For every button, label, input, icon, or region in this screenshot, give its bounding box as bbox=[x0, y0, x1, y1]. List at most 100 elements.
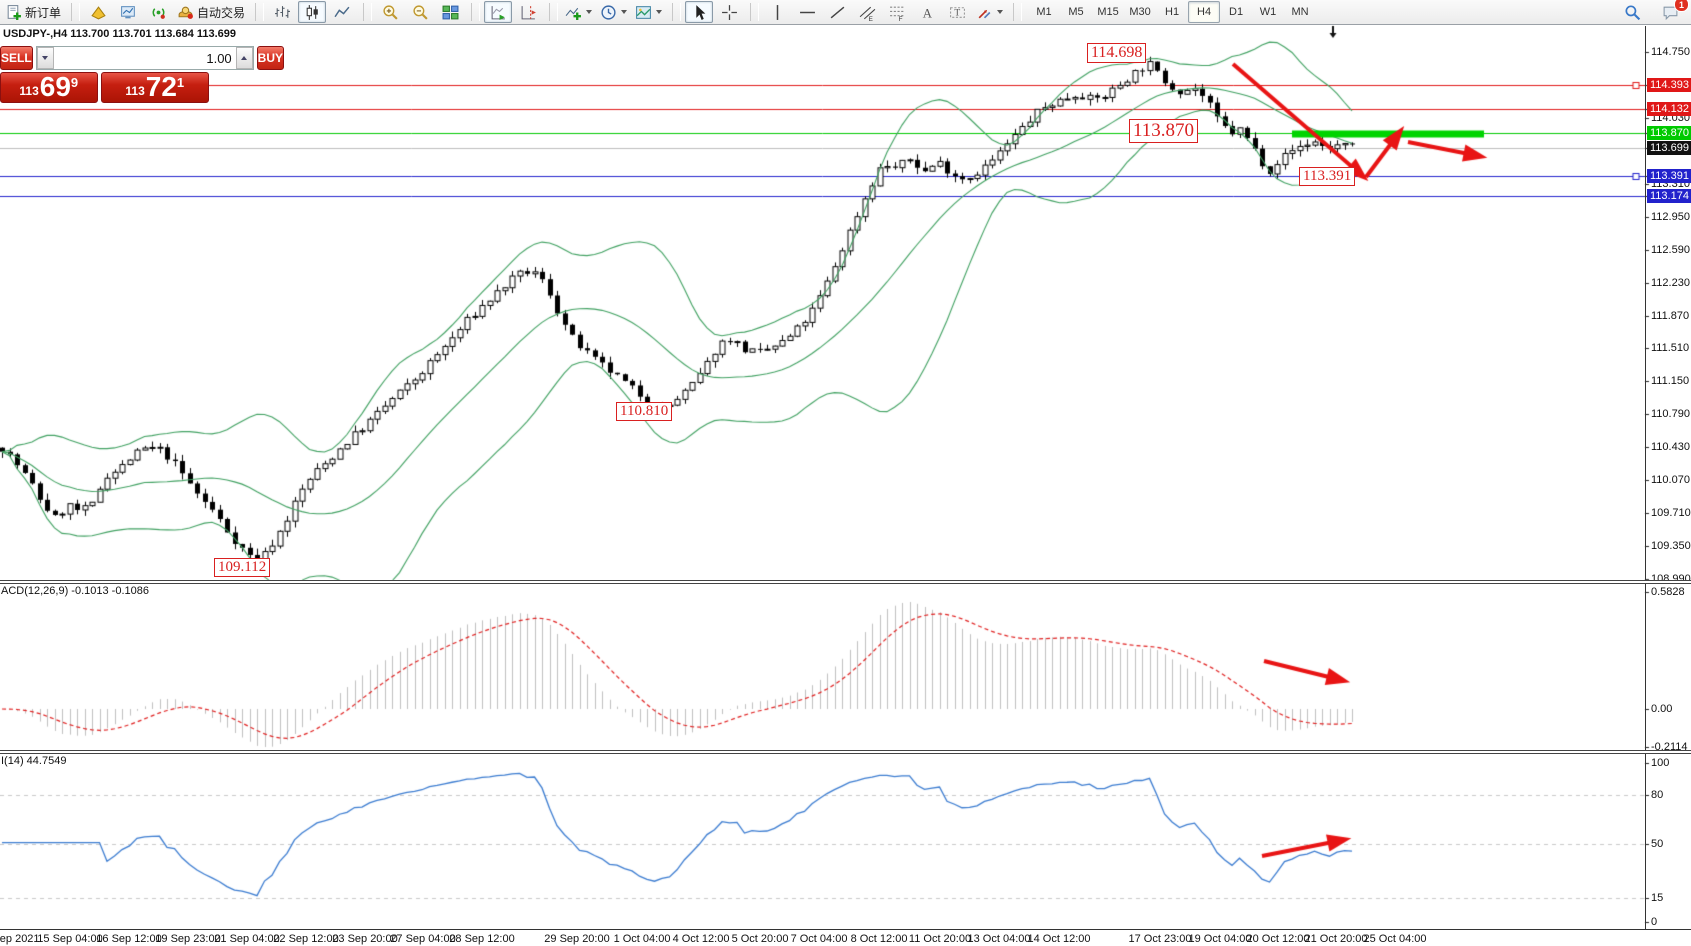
tile-windows-button[interactable] bbox=[436, 1, 464, 23]
price-annotation[interactable]: 109.112 bbox=[214, 558, 271, 578]
bar-chart-button[interactable] bbox=[268, 1, 296, 23]
indicators-button[interactable] bbox=[562, 1, 595, 23]
signals-button[interactable] bbox=[144, 1, 172, 23]
time-label: 4 Oct 12:00 bbox=[672, 933, 730, 945]
spinner-up-icon bbox=[241, 56, 248, 60]
metaeditor-button[interactable] bbox=[84, 1, 112, 23]
toolbar-separator bbox=[672, 3, 682, 21]
price-badge: 114.393 bbox=[1647, 77, 1691, 92]
channel-icon: E bbox=[859, 4, 876, 21]
price-badge: 113.870 bbox=[1647, 125, 1691, 140]
vertical-line-button[interactable] bbox=[763, 1, 791, 23]
chevron-down-icon[interactable] bbox=[997, 10, 1004, 14]
auto-scroll-button[interactable] bbox=[484, 1, 513, 23]
time-label: 5 Oct 20:00 bbox=[731, 933, 789, 945]
price-annotation[interactable]: 110.810 bbox=[616, 402, 673, 422]
time-label: 25 Oct 04:00 bbox=[1363, 933, 1427, 945]
trendline-button[interactable] bbox=[823, 1, 851, 23]
text-label-button[interactable]: T bbox=[943, 1, 971, 23]
horizontal-line-button[interactable] bbox=[793, 1, 821, 23]
buy-price-pips: 72 bbox=[145, 71, 177, 103]
buy-button[interactable]: BUY bbox=[256, 46, 285, 70]
time-label: 21 Oct 20:00 bbox=[1304, 933, 1368, 945]
timeframe-w1[interactable]: W1 bbox=[1259, 6, 1277, 18]
price-annotation[interactable]: 113.870 bbox=[1129, 119, 1199, 143]
candlestick-button[interactable] bbox=[298, 1, 327, 23]
metaeditor-icon bbox=[90, 4, 107, 21]
arrows-button[interactable] bbox=[973, 1, 1006, 23]
time-label: 8 Oct 12:00 bbox=[850, 933, 908, 945]
fibonacci-icon: F bbox=[889, 4, 906, 21]
templates-button[interactable] bbox=[632, 1, 665, 23]
main-macd-separator[interactable] bbox=[0, 580, 1691, 584]
toolbar-separator bbox=[1013, 3, 1023, 21]
price-tick: 110.430 bbox=[1651, 441, 1690, 454]
timeframe-h1[interactable]: H1 bbox=[1165, 6, 1180, 18]
sell-button[interactable]: SELL bbox=[0, 46, 33, 70]
crosshair-icon bbox=[721, 4, 738, 21]
timeframe-m15[interactable]: M15 bbox=[1097, 6, 1119, 18]
rsi-label: I(14) 44.7549 bbox=[1, 755, 67, 767]
volume-decrease-button[interactable] bbox=[36, 47, 54, 69]
vertical-line-icon bbox=[769, 4, 786, 21]
text-button[interactable]: A bbox=[913, 1, 941, 23]
price-tick: 111.870 bbox=[1651, 309, 1690, 322]
time-label: 22 Sep 12:00 bbox=[273, 933, 339, 945]
macd-scale-tick: 0.00 bbox=[1651, 703, 1673, 715]
time-label: 1 Oct 04:00 bbox=[613, 933, 671, 945]
chevron-down-icon[interactable] bbox=[586, 10, 593, 14]
periods-icon bbox=[600, 4, 617, 21]
terminal-button[interactable] bbox=[114, 1, 142, 23]
chart-title: USDJPY-,H4 113.700 113.701 113.684 113.6… bbox=[3, 28, 237, 40]
auto-trading-button[interactable]: 自动交易 bbox=[174, 1, 248, 23]
volume-increase-button[interactable] bbox=[235, 47, 253, 69]
price-axis[interactable]: 114.750 114.030 113.310 112.950 112.590 112.2… bbox=[1645, 26, 1691, 929]
spinner-down-icon bbox=[42, 56, 49, 60]
price-tick: 114.750 bbox=[1651, 46, 1690, 58]
macd-rsi-separator[interactable] bbox=[0, 750, 1691, 754]
time-label: 19 Oct 04:00 bbox=[1188, 933, 1252, 945]
notifications-button[interactable]: 1 bbox=[1656, 0, 1689, 23]
volume-input[interactable] bbox=[53, 47, 236, 69]
buy-price-quote[interactable]: 113 72 1 bbox=[100, 71, 209, 103]
time-label: 28 Sep 12:00 bbox=[449, 933, 515, 945]
time-label: 27 Sep 04:00 bbox=[390, 933, 456, 945]
timeframe-m1[interactable]: M1 bbox=[1036, 6, 1052, 18]
timeframe-h4[interactable]: H4 bbox=[1188, 1, 1221, 23]
chevron-down-icon[interactable] bbox=[656, 10, 663, 14]
new-order-button[interactable]: 新订单 bbox=[2, 1, 64, 23]
fibonacci-button[interactable]: F bbox=[883, 1, 911, 23]
sell-price-big-figure: 113 bbox=[19, 84, 39, 98]
time-label: 20 Oct 12:00 bbox=[1246, 933, 1310, 945]
line-chart-button[interactable] bbox=[328, 1, 356, 23]
timeframe-d1[interactable]: D1 bbox=[1229, 6, 1244, 18]
chart-canvas[interactable] bbox=[0, 25, 1691, 946]
cursor-button[interactable] bbox=[685, 1, 714, 23]
chart-shift-button[interactable] bbox=[514, 1, 542, 23]
search-button[interactable] bbox=[1618, 1, 1646, 23]
zoom-in-button[interactable] bbox=[376, 1, 404, 23]
timeframe-mn[interactable]: MN bbox=[1291, 6, 1309, 18]
rsi-scale-tick: 15 bbox=[1651, 892, 1664, 904]
time-label: 15 Sep 04:00 bbox=[37, 933, 103, 945]
price-tick: 109.350 bbox=[1651, 540, 1691, 553]
price-annotation[interactable]: 114.698 bbox=[1087, 43, 1147, 64]
text-icon: A bbox=[919, 4, 936, 21]
timeframe-m30[interactable]: M30 bbox=[1129, 6, 1151, 18]
timeframe-group: M1 M5 M15 M30 H1 H4 D1 W1 MN bbox=[1028, 1, 1316, 23]
crosshair-button[interactable] bbox=[715, 1, 743, 23]
sell-price-quote[interactable]: 113 69 9 bbox=[0, 72, 98, 103]
zoom-out-button[interactable] bbox=[406, 1, 434, 23]
chevron-down-icon[interactable] bbox=[621, 10, 628, 14]
periods-button[interactable] bbox=[597, 1, 630, 23]
rsi-scale-tick: 80 bbox=[1651, 789, 1664, 801]
price-annotation[interactable]: 113.391 bbox=[1299, 167, 1356, 187]
price-badge: 113.699 bbox=[1647, 141, 1691, 156]
channel-button[interactable]: E bbox=[853, 1, 881, 23]
sell-price-pips: 69 bbox=[39, 71, 71, 103]
trendline-icon bbox=[829, 4, 846, 21]
timeframe-m5[interactable]: M5 bbox=[1068, 6, 1084, 18]
auto-trading-label: 自动交易 bbox=[197, 5, 246, 20]
time-label: 13 Oct 04:00 bbox=[967, 933, 1031, 945]
